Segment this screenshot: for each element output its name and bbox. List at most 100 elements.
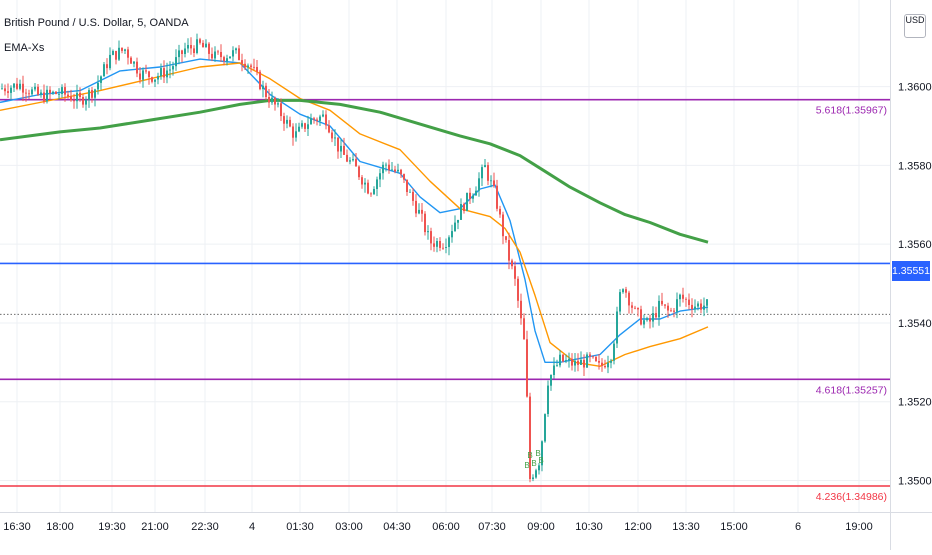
- candle-body: [520, 300, 522, 319]
- candle-body: [25, 92, 27, 94]
- candle-body: [127, 49, 129, 58]
- candle-body: [634, 307, 636, 309]
- candle-body: [274, 97, 276, 105]
- price-tick-label: 1.35600: [898, 239, 932, 251]
- candle-body: [640, 309, 642, 325]
- candle-body: [7, 91, 9, 93]
- candle-body: [97, 82, 99, 90]
- candle-body: [232, 50, 234, 57]
- candle-body: [208, 43, 210, 54]
- candle-body: [478, 178, 480, 191]
- candle-body: [436, 241, 438, 247]
- candle-body: [439, 241, 441, 248]
- candle-body: [226, 58, 228, 62]
- candle-body: [661, 300, 663, 305]
- candle-body: [565, 360, 567, 362]
- candle-body: [31, 89, 33, 95]
- candle-body: [178, 50, 180, 58]
- candle-body: [103, 64, 105, 77]
- candle-body: [109, 54, 111, 69]
- candle-body: [547, 385, 549, 414]
- candle-body: [136, 61, 138, 74]
- candle-body: [538, 465, 540, 471]
- candle-body: [280, 103, 282, 117]
- candle-body: [262, 85, 264, 90]
- candle-body: [376, 179, 378, 189]
- candle-body: [367, 182, 369, 194]
- candle-body: [202, 42, 204, 48]
- candle-body: [148, 71, 150, 78]
- buy-signal-label: B: [531, 459, 536, 468]
- candle-body: [100, 76, 102, 83]
- candle-body: [463, 204, 465, 211]
- candle-body: [697, 303, 699, 307]
- candle-body: [667, 305, 669, 311]
- candle-body: [247, 65, 249, 68]
- currency-badge[interactable]: USD: [904, 14, 926, 38]
- candle-body: [466, 192, 468, 211]
- candle-body: [325, 114, 327, 126]
- time-tick-label: 22:30: [191, 521, 219, 533]
- candle-body: [199, 39, 201, 43]
- candle-body: [106, 64, 108, 69]
- price-tick-label: 1.35800: [898, 160, 932, 172]
- candle-body: [154, 79, 156, 82]
- candle-body: [37, 86, 39, 95]
- candle-body: [319, 116, 321, 121]
- buy-signal-label: B: [535, 449, 540, 458]
- candle-body: [190, 45, 192, 49]
- time-tick-label: 10:30: [575, 521, 603, 533]
- candle-body: [592, 356, 594, 358]
- candle-body: [670, 310, 672, 312]
- candle-body: [238, 48, 240, 61]
- candle-body: [535, 470, 537, 478]
- candle-body: [637, 308, 639, 310]
- time-tick-label: 01:30: [286, 521, 314, 533]
- candle-body: [379, 173, 381, 180]
- candle-body: [34, 86, 36, 90]
- candle-body: [412, 191, 414, 201]
- candle-body: [67, 94, 69, 97]
- candle-body: [214, 51, 216, 59]
- candle-body: [4, 88, 6, 92]
- candle-body: [559, 354, 561, 366]
- candle-body: [400, 169, 402, 175]
- candle-body: [373, 189, 375, 195]
- candle-body: [1, 88, 3, 90]
- symbol-title[interactable]: British Pound / U.S. Dollar, 5, OANDA: [4, 17, 189, 29]
- candle-body: [508, 240, 510, 261]
- candle-body: [406, 179, 408, 192]
- candle-body: [88, 90, 90, 100]
- candle-body: [271, 97, 273, 103]
- horizontal-levels: 5.618(1.35967) 4.618(1.35257) 4.236(1.3498…: [0, 98, 890, 503]
- indicator-label[interactable]: EMA-Xs: [4, 42, 45, 54]
- time-tick-label: 06:00: [432, 521, 460, 533]
- price-tick-label: 1.36000: [898, 82, 932, 94]
- candle-body: [607, 362, 609, 368]
- candle-body: [433, 243, 435, 247]
- candle-body: [415, 200, 417, 214]
- candle-body: [289, 119, 291, 127]
- candle-body: [73, 100, 75, 102]
- candle-body: [691, 304, 693, 310]
- candle-body: [679, 294, 681, 300]
- candle-body: [244, 63, 246, 68]
- candle-body: [706, 299, 708, 306]
- time-tick-label: 12:00: [624, 521, 652, 533]
- candle-body: [298, 126, 300, 132]
- candle-body: [355, 159, 357, 167]
- candle-body: [421, 209, 423, 214]
- candle-body: [676, 299, 678, 312]
- price-tick-label: 1.35000: [898, 475, 932, 487]
- candle-body: [517, 278, 519, 301]
- candle-body: [163, 68, 165, 78]
- candle-body: [703, 305, 705, 310]
- candle-body: [472, 195, 474, 199]
- candle-body: [295, 131, 297, 138]
- candle-body: [370, 193, 372, 195]
- candle-body: [268, 97, 270, 103]
- candle-body: [397, 169, 399, 172]
